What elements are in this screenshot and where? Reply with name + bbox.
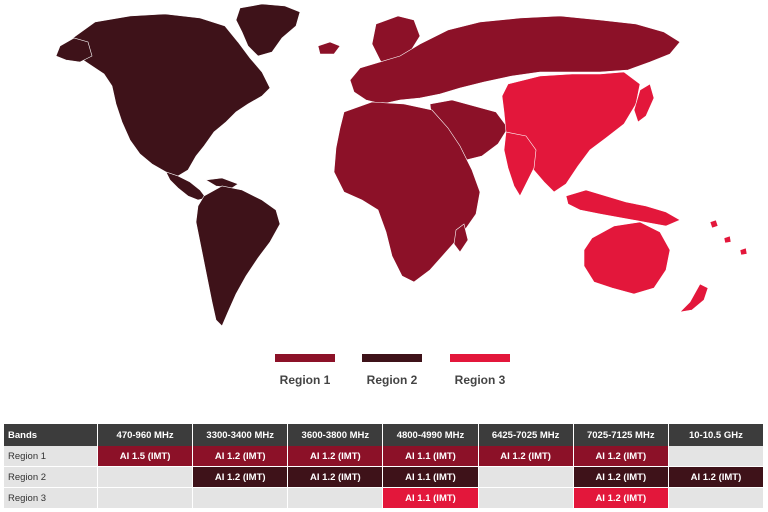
table-cell: AI 1.2 (IMT) [573, 466, 669, 488]
legend-label-region-3: Region 3 [454, 373, 506, 387]
legend-swatch-region-2 [362, 354, 422, 362]
header-cell-470-960: 470-960 MHz [97, 424, 194, 446]
table-cell [192, 487, 289, 509]
south-america-shape [195, 185, 281, 327]
table-header-row: Bands 470-960 MHz 3300-3400 MHz 3600-380… [4, 424, 765, 446]
table-cell [97, 466, 194, 488]
central-america-shape [165, 171, 207, 201]
header-cell-10-10.5: 10-10.5 GHz [668, 424, 765, 446]
bands-table: Bands 470-960 MHz 3300-3400 MHz 3600-380… [4, 424, 765, 509]
row-label-region-2: Region 2 [4, 466, 98, 488]
southeast-asia-shape [565, 189, 681, 227]
region-1-landmass [317, 15, 681, 283]
table-cell [478, 466, 574, 488]
legend-swatch-region-3 [450, 354, 510, 362]
table-cell: AI 1.2 (IMT) [478, 446, 574, 467]
table-row-region-3: Region 3 AI 1.1 (IMT) AI 1.2 (IMT) [4, 487, 765, 509]
row-label-region-1: Region 1 [4, 446, 98, 467]
row-label-region-3: Region 3 [4, 487, 98, 509]
region-3-landmass [501, 71, 748, 313]
legend-item-region-3: Region 3 [448, 354, 512, 387]
india-shape [503, 131, 537, 197]
map-legend: Region 1 Region 2 Region 3 [0, 354, 768, 394]
table-row-region-1: Region 1 AI 1.5 (IMT) AI 1.2 (IMT) AI 1.… [4, 446, 765, 467]
table-cell: AI 1.2 (IMT) [287, 466, 384, 488]
header-cell-7025-7125: 7025-7125 MHz [573, 424, 669, 446]
alaska-shape [55, 37, 93, 63]
legend-label-region-1: Region 1 [279, 373, 331, 387]
table-cell: AI 1.2 (IMT) [668, 466, 765, 488]
world-map-svg [55, 3, 748, 327]
table-cell [668, 446, 765, 467]
table-cell [287, 487, 384, 509]
europe-russia-shape [349, 15, 681, 105]
new-zealand-shape [679, 283, 709, 313]
table-cell [668, 487, 765, 509]
table-row-region-2: Region 2 AI 1.2 (IMT) AI 1.2 (IMT) AI 1.… [4, 466, 765, 488]
table-cell [97, 487, 194, 509]
header-cell-3300-3400: 3300-3400 MHz [192, 424, 289, 446]
table-cell: AI 1.1 (IMT) [382, 466, 479, 488]
table-cell: AI 1.5 (IMT) [97, 446, 194, 467]
table-cell: AI 1.1 (IMT) [382, 487, 479, 509]
table-cell: AI 1.2 (IMT) [287, 446, 384, 467]
australia-shape [583, 221, 671, 295]
pacific-islands-shape [709, 219, 748, 256]
legend-swatch-region-1 [275, 354, 335, 362]
north-america-shape [67, 13, 271, 177]
table-cell: AI 1.2 (IMT) [573, 487, 669, 509]
header-cell-4800-4990: 4800-4990 MHz [382, 424, 479, 446]
header-cell-3600-3800: 3600-3800 MHz [287, 424, 384, 446]
caribbean-shape [205, 177, 239, 189]
table-cell [478, 487, 574, 509]
legend-item-region-2: Region 2 [360, 354, 424, 387]
world-map [55, 3, 748, 327]
legend-item-region-1: Region 1 [273, 354, 337, 387]
madagascar-shape [453, 223, 469, 253]
header-cell-bands: Bands [4, 424, 98, 446]
japan-shape [633, 83, 655, 123]
africa-shape [333, 101, 481, 283]
header-cell-6425-7025: 6425-7025 MHz [478, 424, 574, 446]
table-cell: AI 1.2 (IMT) [192, 466, 289, 488]
greenland-shape [235, 3, 301, 57]
table-cell: AI 1.2 (IMT) [573, 446, 669, 467]
table-cell: AI 1.1 (IMT) [382, 446, 479, 467]
iceland-shape [317, 41, 341, 55]
table-cell: AI 1.2 (IMT) [192, 446, 289, 467]
region-2-landmass [55, 3, 301, 327]
legend-label-region-2: Region 2 [366, 373, 418, 387]
